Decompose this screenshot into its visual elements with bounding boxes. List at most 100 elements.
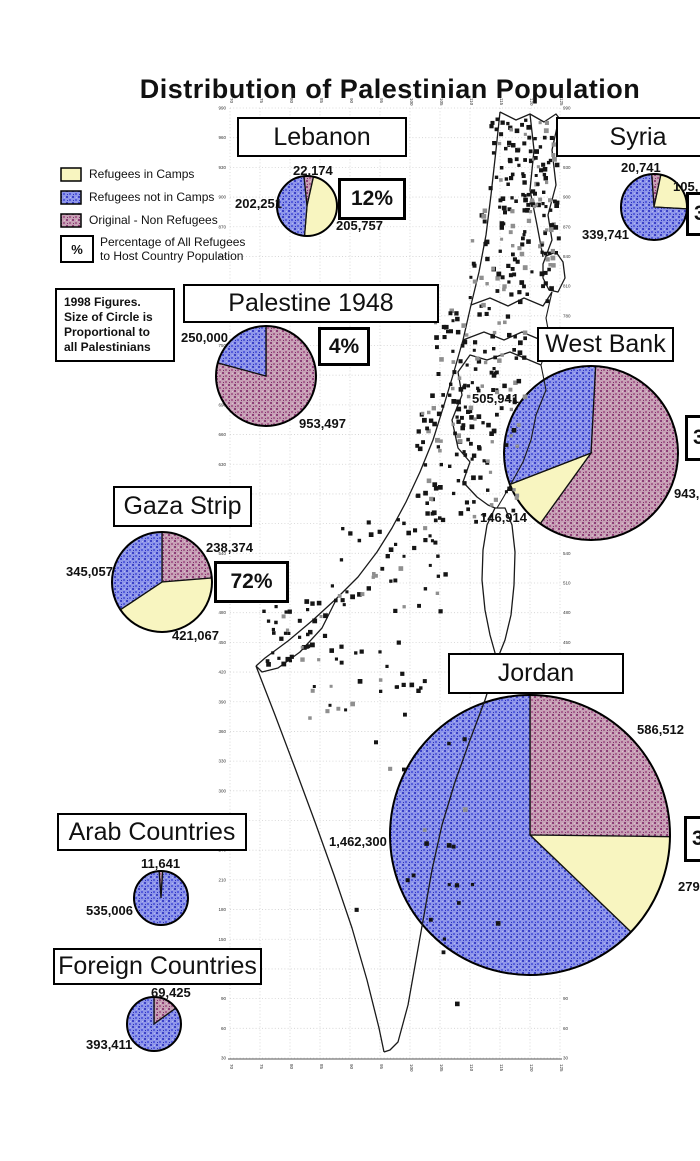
svg-text:75: 75 (259, 1064, 264, 1070)
region-label-syria: Syria (556, 117, 700, 157)
svg-text:90: 90 (221, 996, 227, 1001)
svg-text:990: 990 (218, 106, 226, 111)
svg-text:450: 450 (563, 640, 571, 645)
region-label-palestine-1948: Palestine 1948 (183, 284, 439, 323)
value-label-jordan-blue: 1,462,300 (329, 834, 387, 849)
value-label-jordan-pink: 586,512 (637, 722, 684, 737)
value-label-foreign-countries-pink: 69,425 (151, 985, 191, 1000)
value-label-gaza-strip-pink: 238,374 (206, 540, 253, 555)
percent-box-lebanon: 12% (338, 178, 406, 220)
value-label-west-bank-pink: 943, (674, 486, 700, 501)
svg-text:900: 900 (218, 195, 226, 200)
value-label-gaza-strip-yellow: 421,067 (172, 628, 219, 643)
svg-text:90: 90 (563, 996, 569, 1001)
svg-text:70: 70 (229, 98, 234, 104)
region-label-lebanon: Lebanon (237, 117, 407, 157)
map-line-galilee-sea (542, 251, 566, 293)
svg-text:480: 480 (218, 610, 226, 615)
svg-text:300: 300 (218, 788, 226, 793)
svg-text:100: 100 (409, 98, 414, 106)
percent-note-text: Percentage of All Refugees to Host Count… (100, 235, 246, 263)
map-line-dead-sea (481, 507, 516, 661)
svg-text:80: 80 (289, 98, 294, 104)
svg-text:420: 420 (218, 670, 226, 675)
not-camps-swatch-icon (60, 189, 82, 205)
legend-percent-note: % Percentage of All Refugees to Host Cou… (60, 235, 260, 263)
pie-gaza-strip (111, 531, 213, 633)
svg-text:105: 105 (439, 1064, 444, 1072)
camps-swatch-icon (60, 166, 82, 182)
value-label-gaza-strip-blue: 345,057 (66, 564, 113, 579)
value-label-lebanon-pink: 22,174 (293, 163, 333, 178)
svg-text:85: 85 (319, 1064, 324, 1070)
svg-text:510: 510 (563, 581, 571, 586)
svg-text:110: 110 (469, 1064, 474, 1072)
svg-text:930: 930 (218, 165, 226, 170)
pie-arab-countries (133, 870, 189, 926)
value-label-west-bank-yellow: 146,914 (480, 510, 527, 525)
svg-text:180: 180 (218, 907, 226, 912)
region-label-west-bank: West Bank (537, 327, 674, 362)
region-label-arab-countries: Arab Countries (57, 813, 247, 851)
map-line-west-bank (451, 351, 542, 509)
legend-label: Refugees not in Camps (89, 190, 215, 204)
region-label-foreign-countries: Foreign Countries (53, 948, 262, 985)
legend-item-non-refugees: Original - Non Refugees (60, 212, 260, 228)
non-refugees-swatch-icon (60, 212, 82, 228)
value-label-lebanon-yellow: 205,757 (336, 218, 383, 233)
svg-text:120: 120 (529, 1064, 534, 1072)
svg-text:540: 540 (563, 551, 571, 556)
svg-text:60: 60 (221, 1026, 227, 1031)
svg-text:125: 125 (559, 1064, 564, 1072)
svg-text:210: 210 (218, 877, 226, 882)
map-line-jezreel-a (470, 291, 553, 307)
svg-text:810: 810 (563, 284, 571, 289)
svg-text:930: 930 (563, 165, 571, 170)
value-label-lebanon-blue: 202,251 (235, 196, 282, 211)
percent-symbol-box: % (60, 235, 94, 263)
value-label-west-bank-blue: 505,941 (472, 391, 519, 406)
pie-slice-pink (529, 694, 671, 838)
pie-foreign-countries (126, 996, 182, 1052)
svg-text:690: 690 (218, 402, 226, 407)
svg-text:750: 750 (218, 343, 226, 348)
percent-box-gaza-strip: 72% (214, 561, 289, 603)
value-label-jordan-yellow: 279, (678, 879, 700, 894)
percent-box-jordan: 3 (684, 816, 700, 862)
svg-text:60: 60 (563, 1026, 569, 1031)
map-line-north-border (499, 111, 560, 123)
value-label-syria-yellow: 105, (673, 179, 699, 194)
svg-text:360: 360 (218, 729, 226, 734)
svg-text:540: 540 (218, 551, 226, 556)
legend-item-not-camps: Refugees not in Camps (60, 189, 260, 205)
svg-text:450: 450 (218, 640, 226, 645)
svg-text:990: 990 (563, 106, 571, 111)
svg-text:840: 840 (563, 254, 571, 259)
legend-label: Original - Non Refugees (89, 213, 218, 227)
percent-box-west-bank: 3 (685, 415, 700, 461)
svg-text:85: 85 (319, 98, 324, 104)
legend-label: Refugees in Camps (89, 167, 195, 181)
svg-text:90: 90 (349, 98, 354, 104)
page-title: Distribution of Palestinian Population (139, 74, 641, 104)
svg-text:70: 70 (229, 1064, 234, 1070)
legend: Refugees in Camps Refugees not in Camps … (60, 166, 260, 263)
value-label-foreign-countries-blue: 393,411 (86, 1037, 133, 1052)
svg-text:30: 30 (221, 1056, 227, 1061)
region-label-jordan: Jordan (448, 653, 624, 694)
percent-box-palestine-1948: 4% (318, 327, 370, 366)
map-line-arava-border (383, 661, 498, 1053)
pie-jordan (389, 694, 671, 976)
svg-text:120: 120 (529, 98, 534, 106)
map-line-egypt-border (255, 665, 385, 1053)
value-label-palestine-1948-blue: 250,000 (181, 330, 228, 345)
value-label-syria-blue: 339,741 (582, 227, 629, 242)
svg-text:870: 870 (218, 224, 226, 229)
percent-box-syria: 3 (686, 192, 700, 236)
settlement-dots (262, 117, 561, 1007)
svg-text:150: 150 (218, 937, 226, 942)
svg-text:115: 115 (499, 1064, 504, 1072)
svg-text:390: 390 (218, 699, 226, 704)
